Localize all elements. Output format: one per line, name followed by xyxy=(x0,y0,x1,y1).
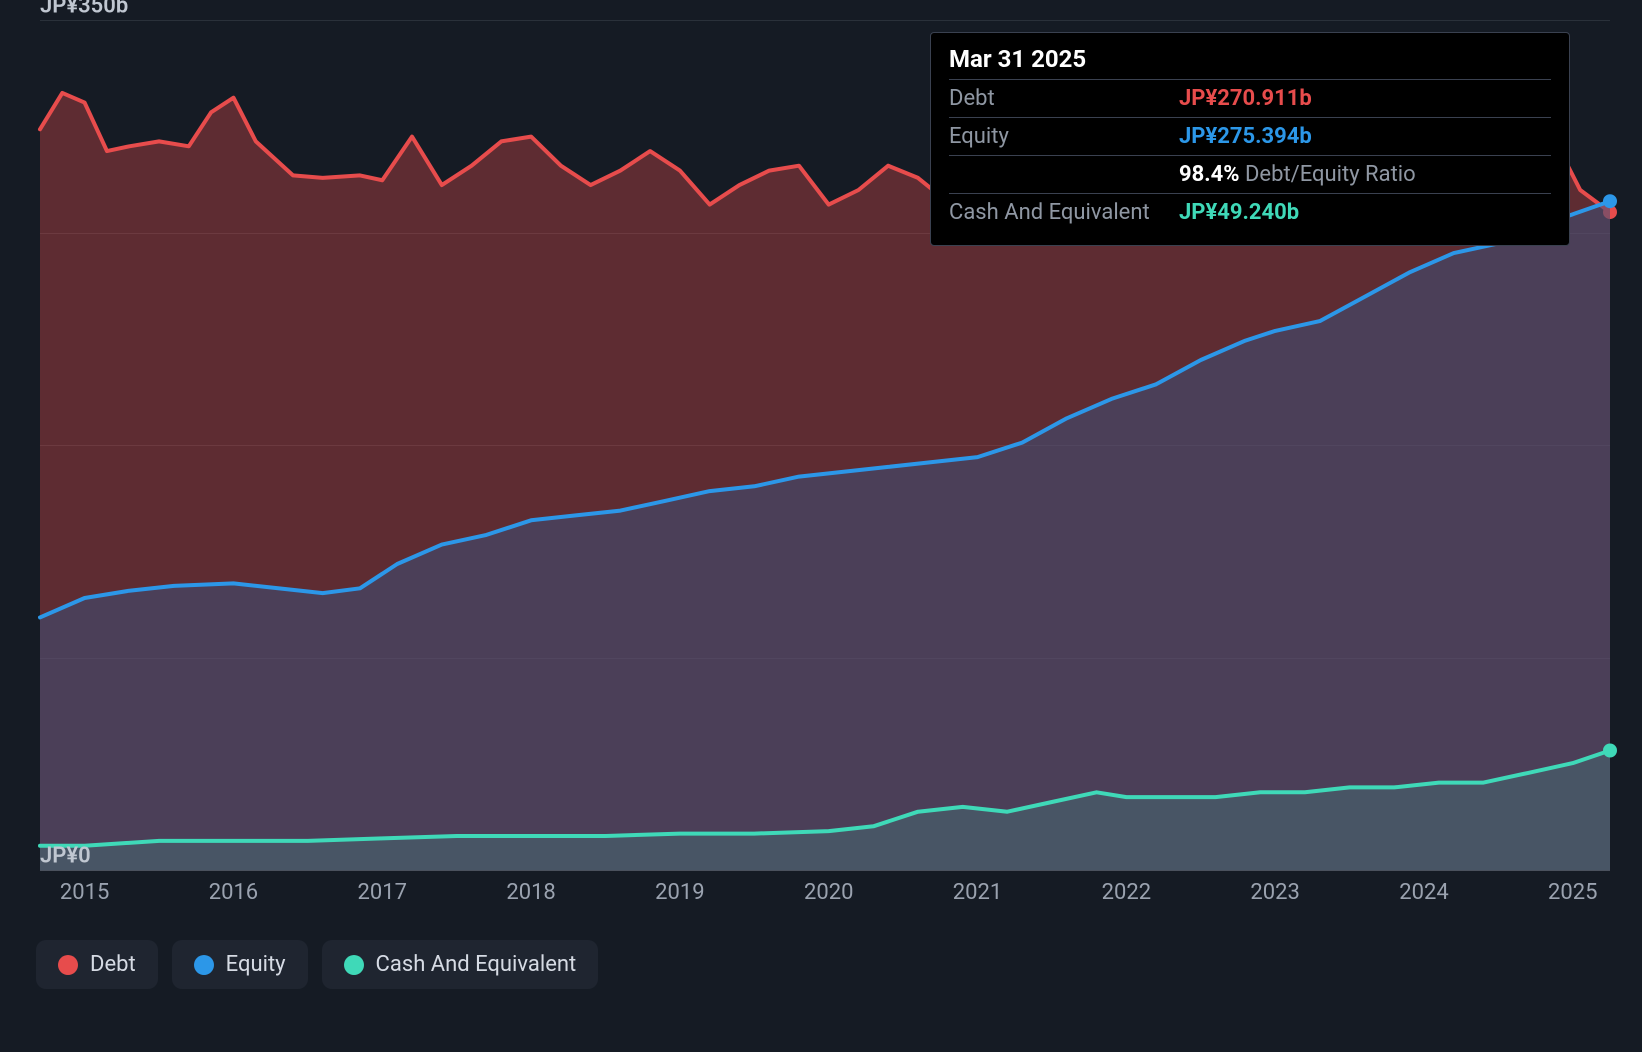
x-axis-label: 2016 xyxy=(209,880,258,905)
legend-item-debt[interactable]: Debt xyxy=(36,940,158,989)
tooltip-row: EquityJP¥275.394b xyxy=(949,117,1551,155)
legend-item-equity[interactable]: Equity xyxy=(172,940,308,989)
chart-legend: Debt Equity Cash And Equivalent xyxy=(36,940,598,989)
legend-dot-icon xyxy=(194,955,214,975)
legend-item-label: Equity xyxy=(226,952,286,977)
x-axis-label: 2024 xyxy=(1399,880,1448,905)
tooltip-cash-key: Cash And Equivalent xyxy=(949,200,1179,225)
x-axis-label: 2018 xyxy=(506,880,555,905)
series-end-marker-cash xyxy=(1603,744,1617,758)
x-axis-label: 2020 xyxy=(804,880,853,905)
tooltip-row-key: Equity xyxy=(949,124,1179,149)
tooltip-cash-value: JP¥49.240b xyxy=(1179,200,1299,225)
x-axis-label: 2023 xyxy=(1250,880,1299,905)
chart-tooltip: Mar 31 2025 DebtJP¥270.911bEquityJP¥275.… xyxy=(930,32,1570,246)
series-end-marker-equity xyxy=(1603,194,1617,208)
x-axis-label: 2021 xyxy=(953,880,1002,905)
tooltip-row-value: JP¥270.911b xyxy=(1179,86,1312,111)
x-axis-label: 2015 xyxy=(60,880,109,905)
gridline xyxy=(40,870,1610,871)
tooltip-ratio-key xyxy=(949,162,1179,187)
legend-item-cash[interactable]: Cash And Equivalent xyxy=(322,940,599,989)
tooltip-ratio-row: 98.4% Debt/Equity Ratio xyxy=(949,155,1551,193)
y-axis-label: JP¥350b xyxy=(40,0,128,19)
x-axis-label: 2017 xyxy=(358,880,407,905)
x-axis-label: 2022 xyxy=(1102,880,1151,905)
legend-item-label: Cash And Equivalent xyxy=(376,952,577,977)
x-axis-labels: 2015 2016 2017 2018 2019 2020 2021 2022 2023 2024… xyxy=(40,880,1610,910)
x-axis-label: 2025 xyxy=(1548,880,1597,905)
legend-dot-icon xyxy=(58,955,78,975)
tooltip-row-value: JP¥275.394b xyxy=(1179,124,1312,149)
legend-item-label: Debt xyxy=(90,952,136,977)
tooltip-date: Mar 31 2025 xyxy=(949,45,1551,79)
y-axis-label: JP¥0 xyxy=(40,844,91,869)
legend-dot-icon xyxy=(344,955,364,975)
x-axis-label: 2019 xyxy=(655,880,704,905)
tooltip-row: DebtJP¥270.911b xyxy=(949,79,1551,117)
tooltip-row-key: Debt xyxy=(949,86,1179,111)
tooltip-ratio-value: 98.4% Debt/Equity Ratio xyxy=(1179,162,1416,187)
tooltip-cash-row: Cash And Equivalent JP¥49.240b xyxy=(949,193,1551,231)
debt-equity-chart: JP¥350b JP¥0 2015 2016 2017 2018 2019 2020 2021… xyxy=(0,0,1642,1052)
